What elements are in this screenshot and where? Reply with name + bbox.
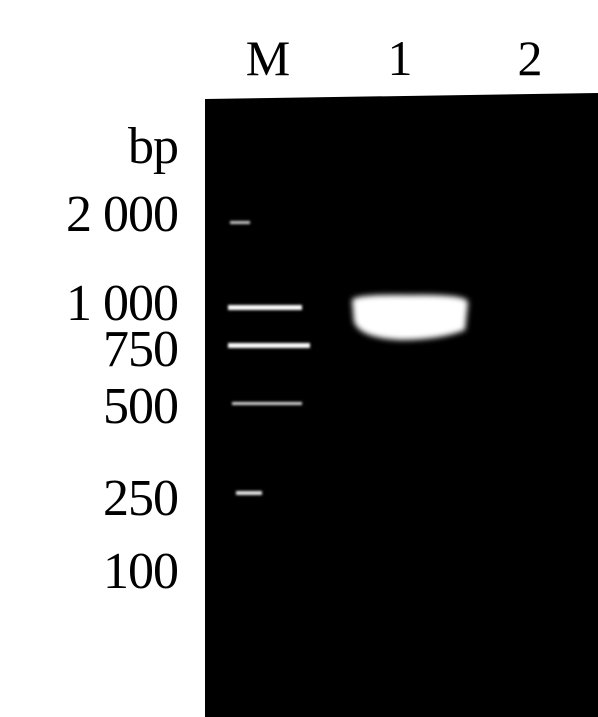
unit-label: bp	[128, 118, 178, 175]
ladder-label: 500	[103, 378, 178, 435]
ladder-label: 750	[103, 321, 178, 378]
band	[228, 343, 310, 348]
ladder-label: 100	[103, 543, 178, 600]
band	[230, 221, 250, 224]
lane-label: M	[246, 30, 290, 86]
band	[236, 491, 262, 495]
page: {"lanes": ["M", "1", "2"], "size_unit": …	[0, 0, 598, 717]
band	[352, 295, 468, 340]
lane-label: 2	[518, 30, 543, 86]
ladder-label: 250	[103, 470, 178, 527]
gel-figure: M 1 2 bp 2 000 1 000 750 500 250 100	[0, 0, 598, 717]
ladder-label: 2 000	[66, 186, 178, 243]
lane-label: 1	[388, 30, 413, 86]
product-band	[352, 295, 468, 340]
band	[228, 305, 302, 310]
band	[232, 402, 302, 405]
